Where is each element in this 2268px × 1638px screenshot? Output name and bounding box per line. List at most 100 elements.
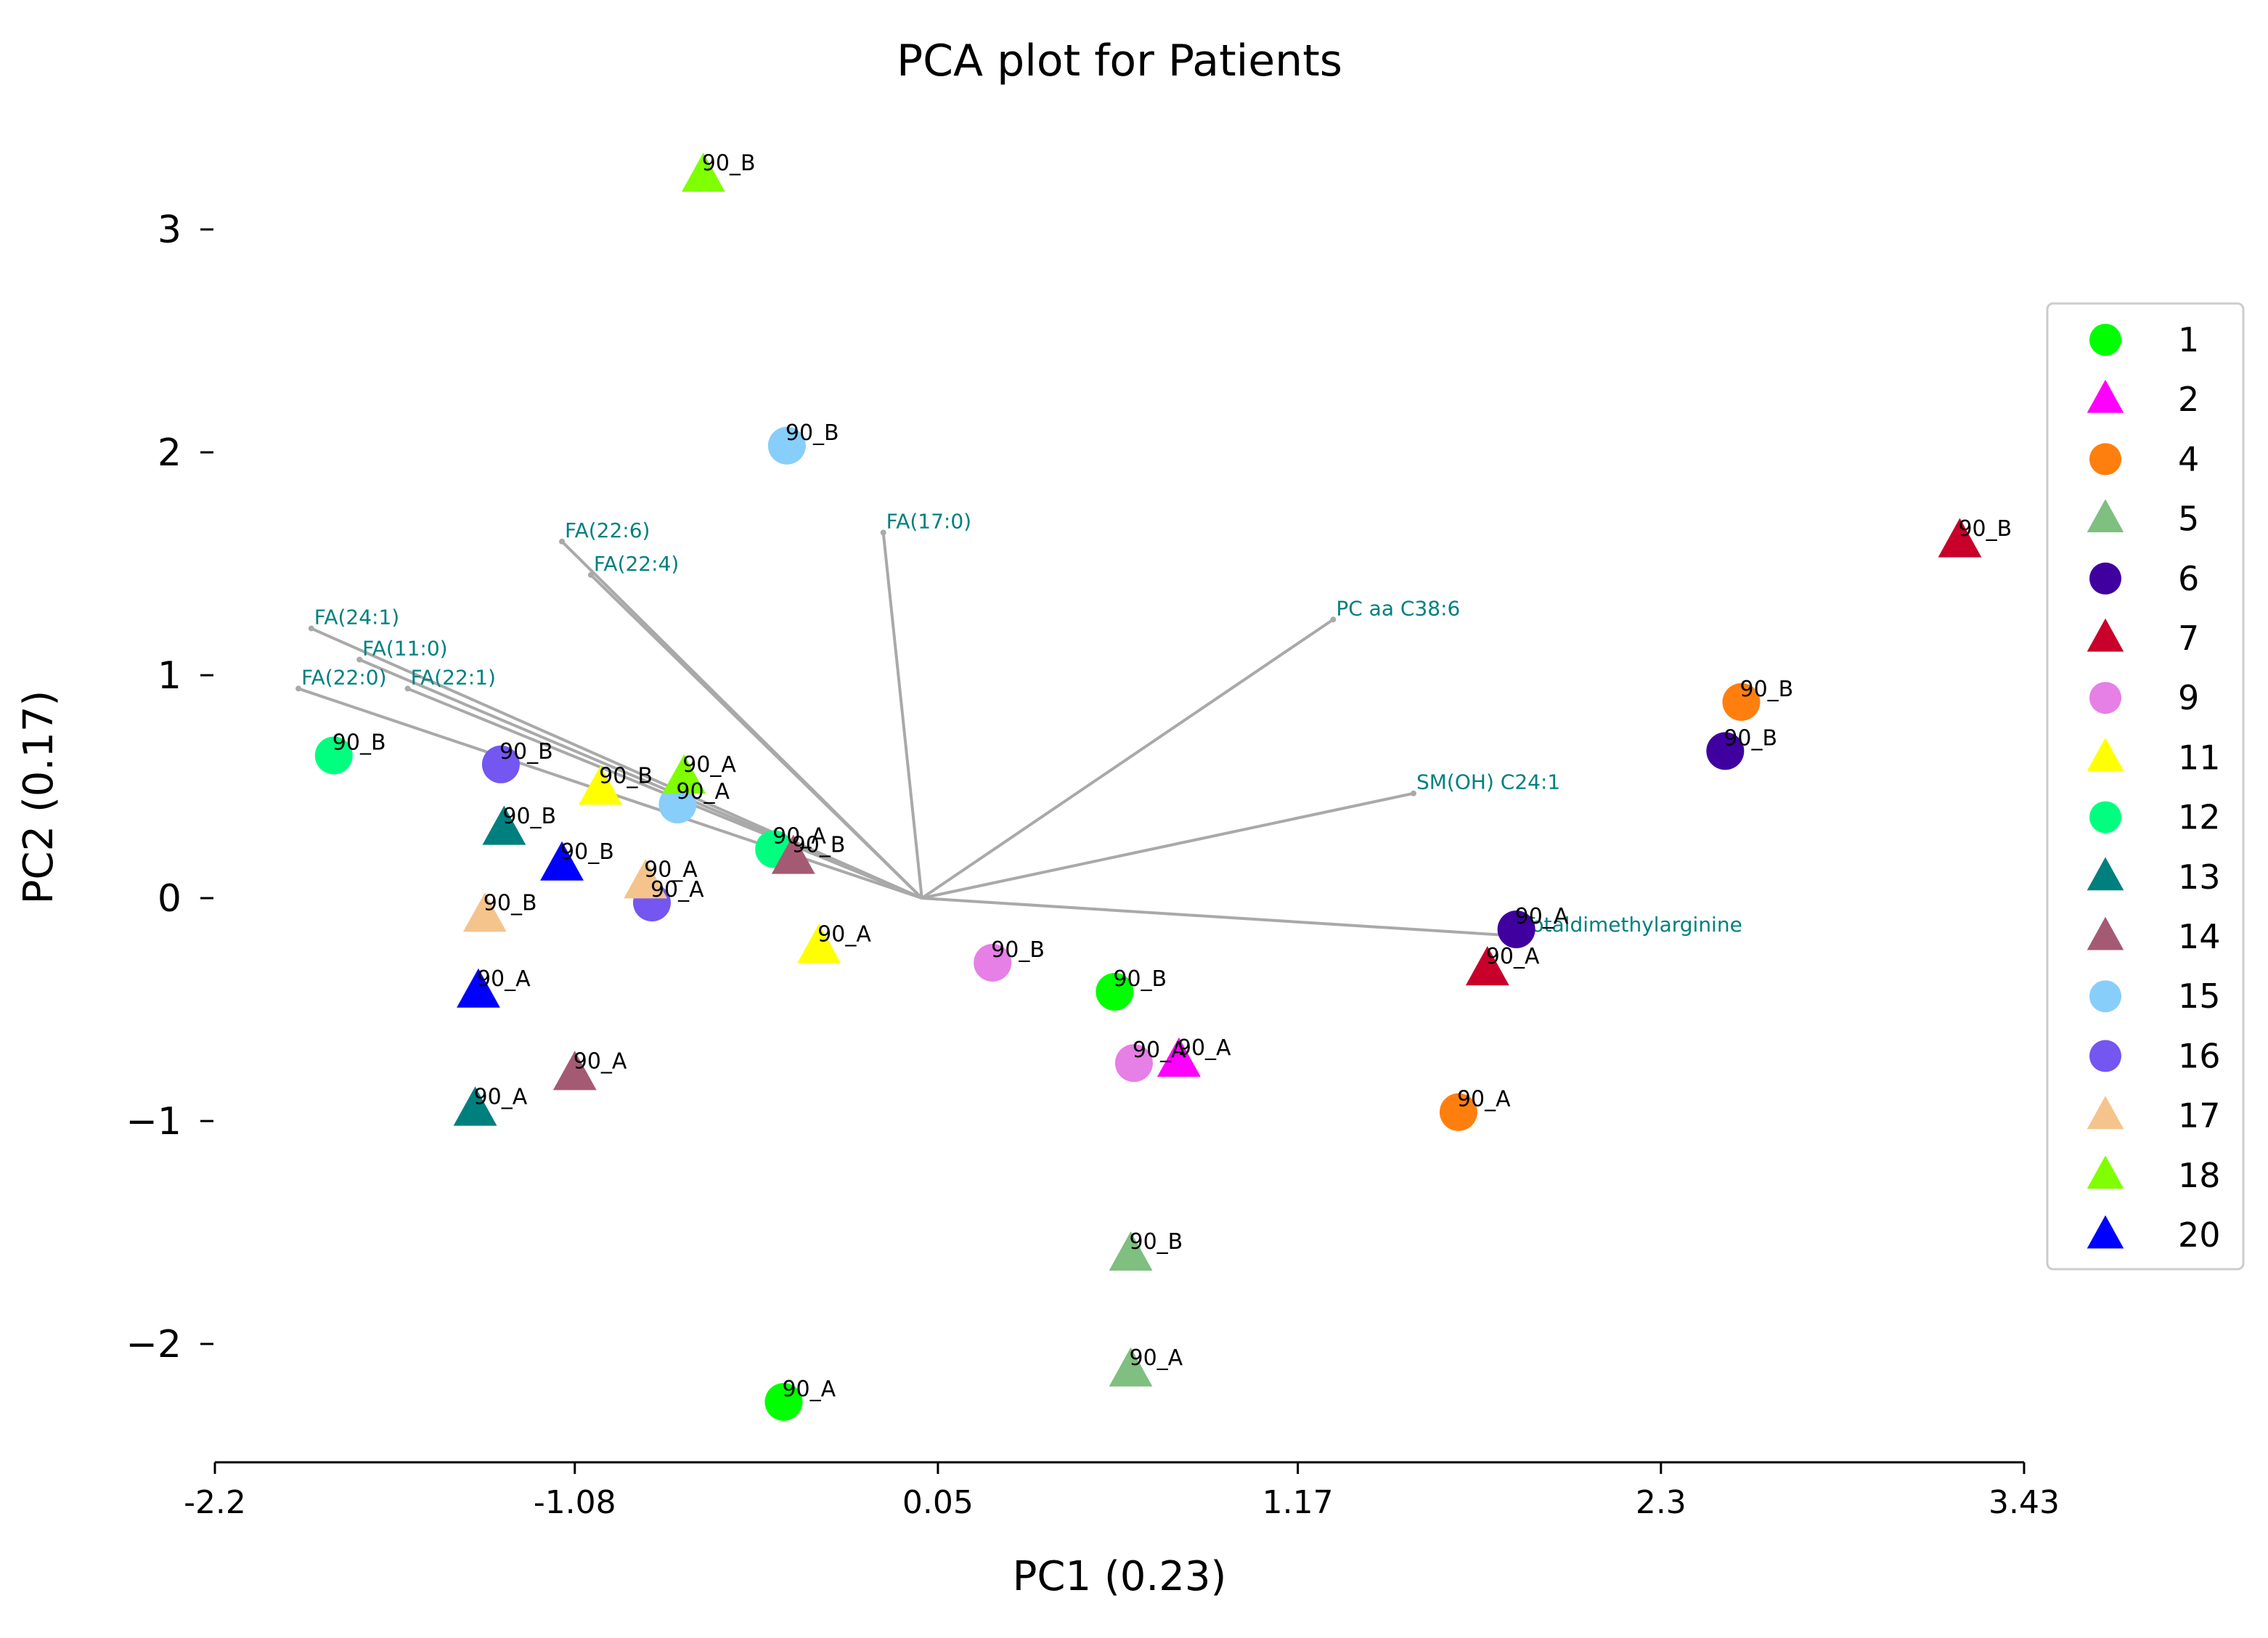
point-label: 90_B — [560, 839, 614, 865]
point-label: 90_A — [1178, 1035, 1231, 1061]
loading-arrowhead — [308, 625, 314, 632]
data-point-series-1 — [1096, 972, 1134, 1011]
chart-title: PCA plot for Patients — [897, 36, 1342, 86]
point-label: 90_A — [477, 966, 531, 992]
loading-label: SM(OH) C24:1 — [1416, 770, 1560, 794]
point-label: 90_A — [644, 857, 698, 883]
legend-marker-13 — [2087, 857, 2124, 891]
data-point-series-5 — [1109, 1347, 1153, 1387]
data-point-series-11 — [579, 765, 623, 805]
loading-arrow-pc-aa-c38-6 — [921, 618, 1334, 900]
legend-label: 5 — [2178, 500, 2199, 539]
legend-marker-20 — [2087, 1215, 2124, 1249]
point-label: 90_B — [499, 739, 553, 765]
point-label: 90_B — [1113, 966, 1167, 992]
point-label: 90_B — [1958, 516, 2012, 542]
x-tick-label: 0.05 — [902, 1484, 974, 1521]
data-point-series-16 — [481, 745, 520, 783]
legend-label: 16 — [2178, 1036, 2221, 1075]
data-point-series-18 — [681, 152, 725, 192]
point-label: 90_B — [333, 730, 386, 756]
legend-marker-14 — [2087, 916, 2124, 950]
loading-label: FA(11:0) — [362, 637, 447, 661]
loading-label: FA(22:0) — [301, 665, 386, 689]
data-point-series-13 — [453, 1086, 497, 1126]
loading-arrow-fa-22-4 — [590, 574, 923, 900]
data-point-series-9 — [974, 944, 1012, 982]
legend-frame — [2046, 302, 2245, 1271]
y-tick-label: −2 — [126, 1323, 181, 1366]
legend-label: 17 — [2178, 1096, 2221, 1136]
loading-label: FA(22:6) — [565, 518, 650, 542]
legend-label: 2 — [2178, 380, 2199, 419]
legend-marker-12 — [2089, 801, 2121, 834]
legend-label: 9 — [2178, 678, 2199, 717]
x-axis-label: PC1 (0.23) — [1013, 1553, 1227, 1600]
point-label: 90_A — [1486, 944, 1540, 969]
loading-vectors: FA(22:6) FA(22:4) FA(17:0) FA(24:1) FA(11:0)… — [295, 510, 1742, 940]
data-point-series-9 — [1114, 1044, 1153, 1083]
legend-marker-1 — [2089, 324, 2121, 356]
point-label: 90_B — [502, 804, 556, 829]
point-labels: 90_B90_A90_A90_B90_A90_B90_A90_B90_A90_B… — [333, 150, 2012, 1402]
data-point-series-15 — [767, 426, 806, 465]
legend-marker-15 — [2089, 980, 2121, 1013]
legend-label: 13 — [2178, 857, 2221, 897]
data-point-series-12 — [314, 736, 353, 775]
point-label: 90_A — [1129, 1345, 1183, 1371]
loading-label: PC aa C38:6 — [1336, 596, 1460, 620]
x-tick-label: -2.2 — [184, 1484, 246, 1521]
loading-label: Totaldimethylarginine — [1522, 913, 1742, 937]
loading-label: FA(17:0) — [886, 510, 971, 534]
point-label: 90_A — [782, 1377, 836, 1402]
loading-label: FA(24:1) — [314, 606, 399, 629]
legend-label: 11 — [2178, 738, 2221, 777]
y-tick-label: 2 — [158, 431, 181, 475]
legend-marker-17 — [2087, 1096, 2124, 1130]
point-label: 90_B — [1739, 677, 1793, 702]
data-point-series-4 — [1722, 682, 1761, 721]
point-label: 90_A — [1457, 1087, 1511, 1112]
data-point-series-6 — [1497, 910, 1535, 948]
data-point-series-17 — [462, 892, 507, 932]
data-point-series-11 — [797, 924, 841, 963]
y-tick-label: 3 — [158, 208, 181, 252]
legend-marker-6 — [2089, 562, 2121, 595]
loading-arrow-fa-24-1 — [310, 627, 923, 900]
loading-arrowhead — [1330, 616, 1337, 623]
data-point-series-13 — [482, 805, 526, 845]
data-point-series-5 — [1109, 1231, 1153, 1271]
y-tick-label: −1 — [126, 1100, 181, 1144]
x-tick-label: -1.08 — [534, 1484, 616, 1521]
x-axis-ticks: -2.2 -1.08 0.05 1.17 2.3 3.43 — [184, 1462, 2060, 1521]
data-point-series-20 — [540, 841, 584, 881]
legend-label: 12 — [2178, 798, 2221, 837]
y-tick-label: 1 — [158, 654, 181, 698]
point-label: 90_A — [1133, 1038, 1186, 1063]
point-label: 90_B — [702, 150, 756, 176]
y-axis-ticks: 3 2 1 0 −1 −2 — [126, 208, 213, 1366]
point-label: 90_A — [676, 779, 730, 804]
point-label: 90_B — [484, 891, 537, 916]
data-point-series-17 — [624, 859, 668, 899]
data-points — [314, 152, 1982, 1421]
data-point-series-1 — [764, 1382, 803, 1421]
legend-marker-5 — [2087, 499, 2124, 533]
point-label: 90_B — [792, 833, 846, 858]
loading-label: FA(22:4) — [594, 552, 679, 576]
point-label: 90_B — [1129, 1229, 1183, 1255]
point-label: 90_A — [682, 752, 736, 778]
legend-marker-9 — [2089, 682, 2121, 714]
legend-label: 1 — [2178, 320, 2199, 359]
loading-arrowhead — [295, 685, 302, 692]
point-label: 90_A — [574, 1049, 627, 1075]
loading-arrow-fa-17-0 — [881, 532, 923, 899]
data-point-series-18 — [662, 754, 706, 794]
data-point-series-6 — [1706, 732, 1745, 770]
point-label: 90_B — [1724, 725, 1777, 751]
y-tick-label: 0 — [158, 877, 181, 921]
legend-label: 4 — [2178, 439, 2199, 478]
data-point-series-15 — [658, 786, 697, 824]
loading-arrowhead — [1411, 790, 1417, 796]
data-point-series-7 — [1465, 946, 1509, 986]
